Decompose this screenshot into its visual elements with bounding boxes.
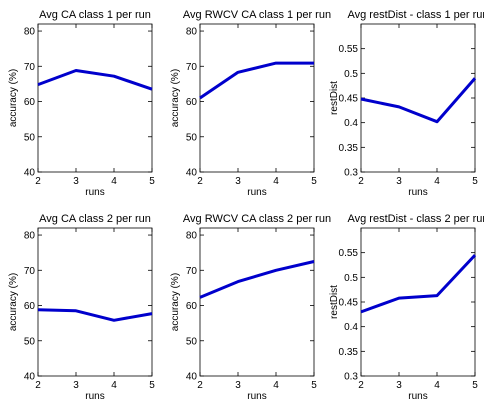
axes-box [199, 227, 315, 377]
x-tick-label: 4 [273, 380, 279, 391]
y-tick-label: 70 [186, 266, 198, 277]
panel-class1-rwcv-ca: Avg RWCV CA class 1 per run 2 3 4 5 40 50 60 70 8… [170, 9, 331, 198]
y-tick-label: 60 [186, 97, 198, 108]
y-axis-label: accuracy (%) [170, 273, 181, 331]
y-tick-label: 70 [24, 266, 36, 277]
x-axis-label: runs [247, 391, 266, 402]
y-tick-label: 0.5 [344, 69, 358, 80]
x-tick-label: 3 [73, 176, 79, 187]
series-line [360, 77, 477, 124]
y-tick-label: 70 [24, 62, 36, 73]
chart-title: Avg restDist - class 2 per run [347, 213, 484, 225]
y-tick-label: 80 [186, 27, 198, 38]
y-axis-label: accuracy (%) [8, 69, 19, 127]
y-axis-label: restDist [329, 285, 340, 319]
chart-title: Avg CA class 2 per run [39, 213, 151, 225]
x-tick-label: 5 [472, 380, 478, 391]
axes-box [37, 227, 153, 377]
y-axis-label: accuracy (%) [8, 273, 19, 331]
y-tick-label: 0.45 [339, 298, 359, 309]
panel-class2-ca: Avg CA class 2 per run 2 3 4 5 40 50 60 70 80 runs… [8, 213, 155, 402]
x-tick-label: 3 [396, 176, 402, 187]
y-tick-label: 60 [24, 301, 36, 312]
y-tick-label: 40 [186, 372, 198, 383]
panel-class1-restdist: Avg restDist - class 1 per run 2 3 4 5 0.3 0.3… [329, 9, 484, 198]
x-tick-label: 4 [434, 380, 440, 391]
x-tick-label: 5 [311, 380, 317, 391]
y-tick-label: 0.35 [339, 347, 359, 358]
axes-box [199, 23, 315, 173]
y-axis-label: accuracy (%) [170, 69, 181, 127]
x-tick-label: 2 [35, 380, 41, 391]
x-tick-label: 4 [111, 380, 117, 391]
chart-title: Avg restDist - class 1 per run [347, 9, 484, 21]
y-tick-label: 40 [186, 168, 198, 179]
x-axis-label: runs [408, 187, 427, 198]
y-tick-label: 0.45 [339, 94, 359, 105]
y-tick-label: 0.4 [344, 118, 358, 129]
y-tick-label: 70 [186, 62, 198, 73]
y-tick-label: 60 [24, 97, 36, 108]
x-tick-label: 2 [35, 176, 41, 187]
x-tick-label: 5 [149, 176, 155, 187]
y-tick-label: 0.35 [339, 143, 359, 154]
x-axis-label: runs [247, 187, 266, 198]
x-tick-label: 3 [396, 380, 402, 391]
x-tick-label: 4 [111, 176, 117, 187]
axes-box [37, 23, 153, 173]
y-tick-label: 60 [186, 301, 198, 312]
x-tick-label: 4 [273, 176, 279, 187]
panel-class2-rwcv-ca: Avg RWCV CA class 2 per run 2 3 4 5 40 50 60 70 8… [170, 213, 331, 402]
series-line [37, 308, 153, 322]
x-tick-label: 5 [149, 380, 155, 391]
series-line [199, 61, 314, 100]
x-tick-label: 3 [73, 380, 79, 391]
chart-title: Avg RWCV CA class 1 per run [183, 9, 331, 21]
x-axis-label: runs [85, 391, 104, 402]
y-tick-label: 80 [24, 27, 36, 38]
x-axis-label: runs [408, 391, 427, 402]
x-tick-label: 3 [235, 380, 241, 391]
y-tick-label: 80 [186, 231, 198, 242]
y-tick-label: 0.55 [339, 248, 359, 259]
chart-title: Avg RWCV CA class 2 per run [183, 213, 331, 225]
y-axis-label: restDist [329, 81, 340, 115]
y-tick-label: 0.5 [344, 273, 358, 284]
x-axis-label: runs [85, 187, 104, 198]
x-tick-label: 2 [197, 380, 203, 391]
x-tick-label: 5 [472, 176, 478, 187]
y-tick-label: 50 [186, 132, 198, 143]
x-tick-label: 2 [358, 380, 364, 391]
y-tick-label: 80 [24, 231, 36, 242]
y-tick-label: 50 [186, 336, 198, 347]
panel-class2-restdist: Avg restDist - class 2 per run 2 3 4 5 0.3 0.3… [329, 213, 484, 402]
y-tick-label: 0.3 [344, 168, 358, 179]
series-line [37, 69, 153, 91]
y-tick-label: 0.3 [344, 372, 358, 383]
series-line [360, 254, 477, 314]
x-tick-label: 4 [434, 176, 440, 187]
y-tick-label: 0.55 [339, 44, 359, 55]
y-tick-label: 40 [24, 168, 36, 179]
y-tick-label: 40 [24, 372, 36, 383]
x-tick-label: 2 [197, 176, 203, 187]
y-tick-label: 50 [24, 132, 36, 143]
y-tick-label: 50 [24, 336, 36, 347]
y-tick-label: 0.4 [344, 322, 358, 333]
x-tick-label: 2 [358, 176, 364, 187]
series-line [199, 260, 315, 299]
chart-title: Avg CA class 1 per run [39, 9, 151, 21]
x-tick-label: 3 [235, 176, 241, 187]
axes-box [360, 227, 476, 377]
panel-class1-ca: Avg CA class 1 per run 2 3 4 5 40 50 60 70 80 runs… [8, 9, 155, 198]
x-tick-label: 5 [311, 176, 317, 187]
